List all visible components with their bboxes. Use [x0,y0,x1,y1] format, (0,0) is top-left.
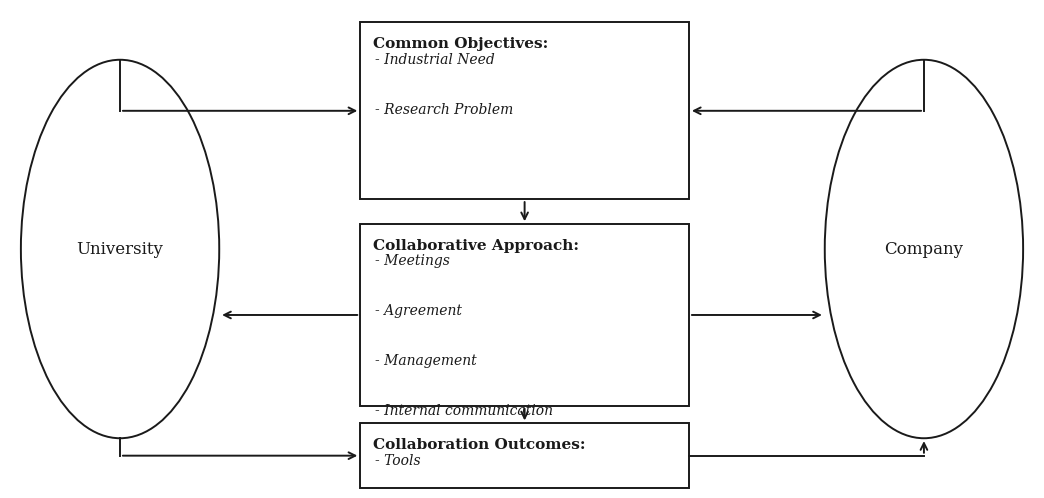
Text: Collaborative Approach:: Collaborative Approach: [373,239,578,253]
Ellipse shape [825,60,1023,438]
Text: University: University [76,241,164,257]
Text: Common Objectives:: Common Objectives: [373,37,548,51]
Bar [360,22,689,199]
Text: - Agreement: - Agreement [375,304,461,318]
Text: - Industrial Need: - Industrial Need [375,53,495,67]
Bar [360,423,689,488]
Text: - Tools: - Tools [375,454,421,468]
Text: - Meetings: - Meetings [375,254,450,268]
Text: - Management: - Management [375,354,476,368]
Ellipse shape [21,60,219,438]
Text: - Research Problem: - Research Problem [375,103,513,117]
Text: - Internal communication: - Internal communication [375,404,552,418]
Text: Company: Company [884,241,964,257]
Text: Collaboration Outcomes:: Collaboration Outcomes: [373,438,586,452]
Bar [360,224,689,406]
